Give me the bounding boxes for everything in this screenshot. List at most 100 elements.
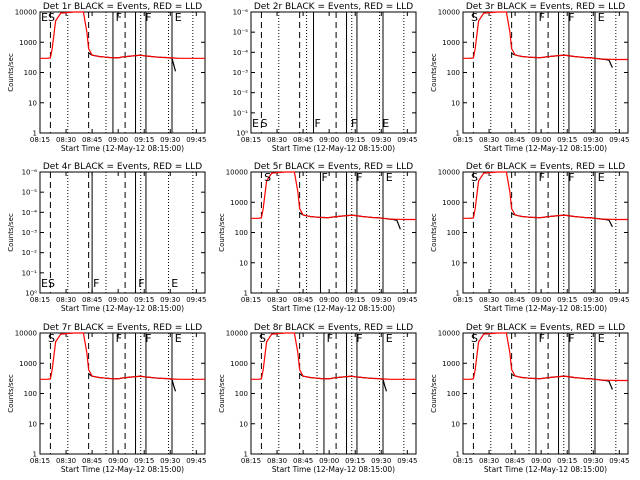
x-tick-label: 08:45 bbox=[293, 296, 313, 304]
y-tick-label: 100 bbox=[447, 69, 460, 77]
marker-label: E bbox=[598, 171, 605, 184]
x-tick-label: 08:45 bbox=[82, 296, 102, 304]
x-tick-label: 09:45 bbox=[186, 457, 206, 465]
x-tick-label: 09:00 bbox=[531, 296, 551, 304]
panel-2: Det 2r BLACK = Events, RED = LLD 10⁰ 10⁻¹ 1… bbox=[233, 2, 418, 153]
y-tick-label: 100 bbox=[235, 390, 248, 398]
x-tick-label: 09:00 bbox=[531, 457, 551, 465]
y-tick-label: 10⁰ bbox=[25, 290, 37, 298]
y-axis-label: Counts/sec bbox=[7, 53, 15, 92]
marker-label: E bbox=[175, 332, 182, 345]
x-tick-label: 09:15 bbox=[345, 296, 365, 304]
marker-label: F bbox=[315, 117, 321, 130]
marker-label: F bbox=[568, 11, 574, 24]
marker-label: S bbox=[471, 11, 478, 24]
x-tick-label: 08:30 bbox=[56, 457, 76, 465]
y-tick-label: 100 bbox=[24, 390, 37, 398]
marker-label: F bbox=[356, 332, 362, 345]
x-tick-label: 08:15 bbox=[453, 457, 473, 465]
chart-title: Det 1r BLACK = Events, RED = LLD bbox=[43, 2, 202, 12]
x-tick-label: 09:30 bbox=[583, 136, 603, 144]
marker-label: S bbox=[48, 277, 55, 290]
x-tick-label: 09:30 bbox=[371, 136, 391, 144]
y-tick-label: 10⁻⁴ bbox=[233, 49, 249, 57]
plot-frame bbox=[462, 171, 629, 294]
y-tick-label: 10 bbox=[28, 420, 37, 428]
marker-label: F bbox=[539, 332, 545, 345]
x-tick-label: 08:15 bbox=[241, 296, 261, 304]
marker-label: E bbox=[41, 277, 48, 290]
chart-title: Det 8r BLACK = Events, RED = LLD bbox=[254, 323, 413, 333]
y-tick-label: 1000 bbox=[230, 199, 248, 207]
y-tick-label: 1 bbox=[456, 451, 460, 459]
marker-label: S bbox=[261, 117, 268, 130]
marker-label: E bbox=[175, 11, 182, 24]
y-tick-label: 1000 bbox=[442, 199, 460, 207]
marker-label: F bbox=[356, 171, 362, 184]
y-tick-label: 10000 bbox=[15, 9, 37, 17]
y-tick-label: 100 bbox=[447, 229, 460, 237]
x-tick-label: 08:15 bbox=[241, 457, 261, 465]
marker-label: F bbox=[116, 11, 122, 24]
y-tick-label: 100 bbox=[235, 229, 248, 237]
chart-title: Det 7r BLACK = Events, RED = LLD bbox=[43, 323, 202, 333]
y-tick-label: 10⁻² bbox=[233, 89, 249, 97]
x-tick-label: 09:45 bbox=[186, 136, 206, 144]
y-tick-label: 10⁻⁶ bbox=[233, 9, 249, 17]
x-tick-label: 08:15 bbox=[30, 136, 50, 144]
chart-title: Det 9r BLACK = Events, RED = LLD bbox=[466, 323, 625, 333]
plot-frame bbox=[250, 11, 417, 134]
panel-3: Det 3r BLACK = Events, RED = LLD 1 10 100 10… bbox=[430, 2, 629, 153]
y-tick-label: 1 bbox=[33, 451, 37, 459]
y-tick-label: 1000 bbox=[19, 360, 37, 368]
marker-label: F bbox=[321, 171, 327, 184]
panel-6: Det 6r BLACK = Events, RED = LLD 1 10 100 10… bbox=[430, 162, 629, 313]
y-tick-label: 1000 bbox=[230, 360, 248, 368]
plot-frame bbox=[39, 171, 206, 294]
x-tick-label: 09:45 bbox=[397, 296, 417, 304]
y-axis-label: Counts/sec bbox=[218, 374, 226, 413]
y-tick-label: 10000 bbox=[438, 169, 460, 177]
y-tick-label: 10 bbox=[451, 259, 460, 267]
x-axis-label: Start Time (12-May-12 08:15:00) bbox=[484, 465, 607, 474]
marker-label: F bbox=[145, 11, 151, 24]
marker-label: F bbox=[116, 332, 122, 345]
x-axis-label: Start Time (12-May-12 08:15:00) bbox=[272, 304, 395, 313]
y-axis-label: Counts/sec bbox=[430, 213, 438, 252]
x-tick-label: 08:30 bbox=[56, 296, 76, 304]
series-line-red bbox=[463, 171, 628, 221]
marker-label: F bbox=[568, 171, 574, 184]
y-tick-label: 10 bbox=[451, 99, 460, 107]
x-tick-label: 08:45 bbox=[505, 457, 525, 465]
y-tick-label: 10000 bbox=[15, 330, 37, 338]
series-line-red bbox=[40, 11, 205, 59]
plot-frame bbox=[39, 11, 206, 134]
x-tick-label: 08:30 bbox=[479, 136, 499, 144]
y-tick-label: 1 bbox=[456, 290, 460, 298]
x-tick-label: 09:30 bbox=[583, 296, 603, 304]
plot-frame bbox=[250, 332, 417, 455]
marker-label: F bbox=[351, 117, 357, 130]
x-tick-label: 08:45 bbox=[82, 457, 102, 465]
series-line-red bbox=[463, 11, 628, 61]
x-axis-label: Start Time (12-May-12 08:15:00) bbox=[484, 144, 607, 153]
x-tick-label: 09:30 bbox=[160, 136, 180, 144]
x-tick-label: 09:45 bbox=[397, 457, 417, 465]
marker-label: S bbox=[48, 11, 55, 24]
x-tick-label: 09:00 bbox=[108, 457, 128, 465]
series-line-red bbox=[40, 332, 205, 380]
x-tick-label: 09:30 bbox=[160, 296, 180, 304]
x-tick-label: 09:15 bbox=[557, 136, 577, 144]
marker-label: S bbox=[264, 171, 271, 184]
x-tick-label: 09:45 bbox=[186, 296, 206, 304]
y-axis-label: Counts/sec bbox=[7, 213, 15, 252]
x-tick-label: 08:15 bbox=[241, 136, 261, 144]
marker-label: E bbox=[252, 117, 259, 130]
marker-label: E bbox=[598, 11, 605, 24]
x-tick-label: 09:45 bbox=[609, 136, 629, 144]
series-line-red bbox=[463, 332, 628, 382]
panel-8: Det 8r BLACK = Events, RED = LLD 1 10 100 10… bbox=[218, 323, 417, 474]
plot-frame bbox=[462, 11, 629, 134]
x-tick-label: 08:30 bbox=[267, 457, 287, 465]
y-axis-label: Counts/sec bbox=[430, 374, 438, 413]
